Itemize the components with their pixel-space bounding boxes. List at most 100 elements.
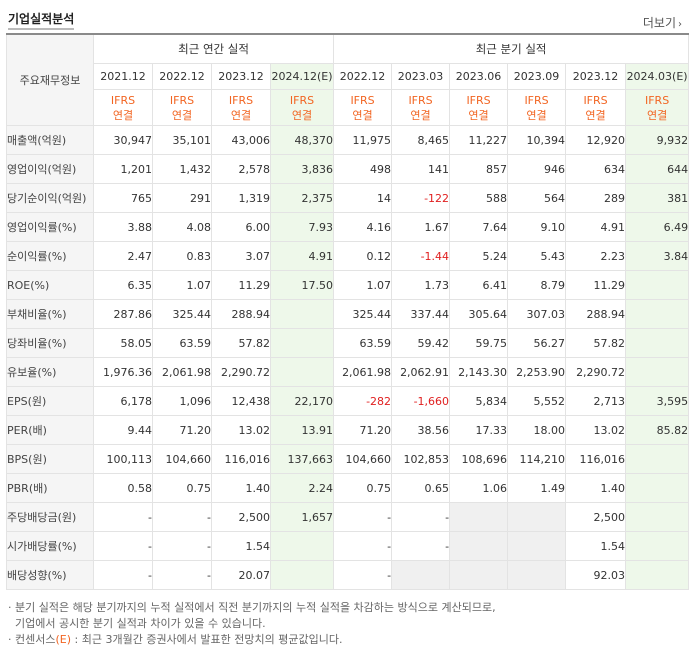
quarter-value: 18.00 xyxy=(507,415,567,445)
annual-value xyxy=(269,357,335,387)
annual-value xyxy=(269,560,335,590)
annual-value: 1.07 xyxy=(152,270,212,300)
annual-value: 137,663 xyxy=(269,444,335,474)
quarter-value xyxy=(625,270,690,300)
quarter-value: 63.59 xyxy=(333,328,393,358)
quarter-value: 13.02 xyxy=(565,415,627,445)
annual-value: 287.86 xyxy=(93,299,153,329)
quarter-value: - xyxy=(391,502,451,532)
quarter-value: 11.29 xyxy=(565,270,627,300)
quarter-value: -1,660 xyxy=(391,386,451,416)
quarter-value: 11,227 xyxy=(449,125,509,155)
quarter-value: 9.10 xyxy=(507,212,567,242)
quarter-value xyxy=(625,444,690,474)
quarter-value xyxy=(507,502,567,532)
quarter-value: 946 xyxy=(507,154,567,184)
annual-value: 63.59 xyxy=(152,328,212,358)
quarter-value: 7.64 xyxy=(449,212,509,242)
quarter-value: 57.82 xyxy=(565,328,627,358)
quarter-value xyxy=(625,357,690,387)
quarter-value: 9,932 xyxy=(625,125,690,155)
row-label: 부채비율(%) xyxy=(6,299,94,329)
annual-value: 1,096 xyxy=(152,386,212,416)
quarter-value: 498 xyxy=(333,154,393,184)
annual-value: 0.58 xyxy=(93,473,153,503)
table-row: 순이익률(%) 2.47 0.83 3.07 4.91 0.12 -1.44 5.24 5.43… xyxy=(6,241,690,271)
quarter-value xyxy=(391,560,451,590)
table-row: ROE(%) 6.35 1.07 11.29 17.50 1.07 1.73 6.41 8.79… xyxy=(6,270,690,300)
table-row: 매출액(억원) 30,947 35,101 43,006 48,370 11,975 8,4… xyxy=(6,125,690,155)
quarter-value: 634 xyxy=(565,154,627,184)
annual-value: 2.47 xyxy=(93,241,153,271)
annual-value: 1.54 xyxy=(211,531,271,561)
note-consensus: · 컨센서스(E) : 최근 3개월간 증권사에서 발표한 전망치의 평균값입니… xyxy=(8,633,343,646)
quarter-value: 2,713 xyxy=(565,386,627,416)
quarter-value: 8,465 xyxy=(391,125,451,155)
annual-value: 48,370 xyxy=(269,125,335,155)
annual-value: 7.93 xyxy=(269,212,335,242)
annual-value: - xyxy=(93,531,153,561)
table-row: 유보율(%) 1,976.36 2,061.98 2,290.72 2,061.98 2,… xyxy=(6,357,690,387)
quarter-value: 104,660 xyxy=(333,444,393,474)
quarter-value xyxy=(449,502,509,532)
annual-value: 0.75 xyxy=(152,473,212,503)
quarter-value: 0.12 xyxy=(333,241,393,271)
quarter-value: 5.43 xyxy=(507,241,567,271)
table-row: 당기순이익(억원) 765 291 1,319 2,375 14 -122 588 564 289… xyxy=(6,183,690,213)
more-link[interactable]: 더보기 › xyxy=(642,16,682,30)
row-label: 주당배당금(원) xyxy=(6,502,94,532)
annual-value: 58.05 xyxy=(93,328,153,358)
note-quarterly-cont: 기업에서 공시한 분기 실적과 차이가 있을 수 있습니다. xyxy=(15,617,266,630)
quarter-value: 17.33 xyxy=(449,415,509,445)
quarter-value xyxy=(449,560,509,590)
quarter-value: 3.84 xyxy=(625,241,690,271)
quarter-value xyxy=(449,531,509,561)
quarter-value: 2,143.30 xyxy=(449,357,509,387)
quarter-value: 6.49 xyxy=(625,212,690,242)
table-row: 영업이익률(%) 3.88 4.08 6.00 7.93 4.16 1.67 7.64 9.10… xyxy=(6,212,690,242)
note-quarterly: · 분기 실적은 해당 분기까지의 누적 실적에서 직전 분기까지의 누적 실적… xyxy=(8,601,496,614)
quarter-value: 5.24 xyxy=(449,241,509,271)
annual-value: 1,319 xyxy=(211,183,271,213)
quarter-value: 1.67 xyxy=(391,212,451,242)
row-label: 당기순이익(억원) xyxy=(6,183,94,213)
row-label: ROE(%) xyxy=(6,270,94,300)
annual-value: 1,432 xyxy=(152,154,212,184)
annual-value xyxy=(269,531,335,561)
annual-value: 3.88 xyxy=(93,212,153,242)
annual-value: 1,657 xyxy=(269,502,335,532)
quarter-value: 108,696 xyxy=(449,444,509,474)
annual-value: 13.91 xyxy=(269,415,335,445)
quarter-value: 5,552 xyxy=(507,386,567,416)
quarter-value: 305.64 xyxy=(449,299,509,329)
quarter-value: 857 xyxy=(449,154,509,184)
row-label: 매출액(억원) xyxy=(6,125,94,155)
annual-value: 1,976.36 xyxy=(93,357,153,387)
quarter-value: 307.03 xyxy=(507,299,567,329)
annual-value: 17.50 xyxy=(269,270,335,300)
quarter-value: - xyxy=(333,502,393,532)
period-header: 2023.09 xyxy=(507,63,567,90)
quarter-value: 59.42 xyxy=(391,328,451,358)
quarter-value: - xyxy=(333,560,393,590)
quarter-value: 141 xyxy=(391,154,451,184)
quarter-value: 4.91 xyxy=(565,212,627,242)
quarter-value: 14 xyxy=(333,183,393,213)
quarter-value: -1.44 xyxy=(391,241,451,271)
annual-value: 325.44 xyxy=(152,299,212,329)
quarter-value: 116,016 xyxy=(565,444,627,474)
quarter-value: 2,500 xyxy=(565,502,627,532)
quarter-value: -122 xyxy=(391,183,451,213)
annual-value: 6.00 xyxy=(211,212,271,242)
annual-value: 2,061.98 xyxy=(152,357,212,387)
quarter-value: - xyxy=(333,531,393,561)
quarter-value: 1.40 xyxy=(565,473,627,503)
annual-value: 2,375 xyxy=(269,183,335,213)
quarter-value: 8.79 xyxy=(507,270,567,300)
quarter-value: 1.73 xyxy=(391,270,451,300)
quarter-value xyxy=(625,473,690,503)
quarter-value: 85.82 xyxy=(625,415,690,445)
accounting-standard: IFRS 연결 xyxy=(93,89,153,126)
quarter-value: 0.65 xyxy=(391,473,451,503)
quarter-value: 114,210 xyxy=(507,444,567,474)
